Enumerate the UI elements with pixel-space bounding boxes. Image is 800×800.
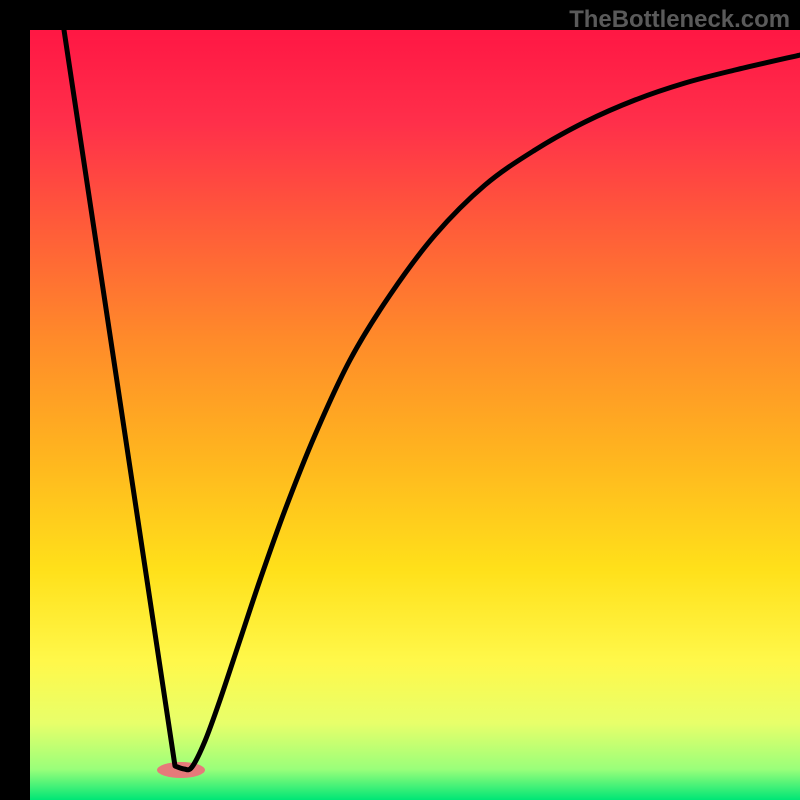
plot-area xyxy=(30,30,800,800)
bottleneck-chart xyxy=(0,0,800,800)
chart-container: TheBottleneck.com xyxy=(0,0,800,800)
watermark-text: TheBottleneck.com xyxy=(569,6,790,34)
